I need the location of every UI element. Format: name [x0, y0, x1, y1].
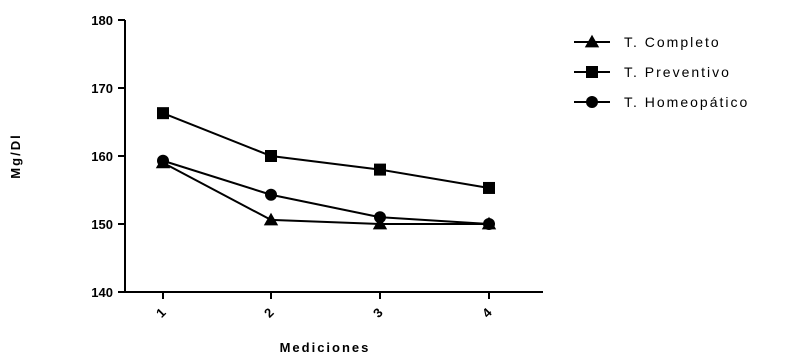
data-point — [157, 154, 169, 167]
series-line — [162, 112, 490, 189]
legend-item: T. Preventivo — [574, 64, 731, 80]
y-axis-ticks: 140 150 160 170 180 — [91, 13, 125, 300]
legend-marker — [586, 96, 598, 108]
data-point — [265, 150, 277, 162]
y-tick-label: 170 — [91, 81, 113, 96]
legend-label: T. Preventivo — [624, 64, 731, 80]
legend-item: T. Homeopático — [574, 94, 749, 110]
series-layer — [155, 107, 497, 230]
legend-marker — [584, 34, 600, 48]
data-point — [263, 212, 279, 226]
series-square — [157, 107, 495, 194]
y-axis-title: Mg/Dl — [8, 133, 23, 178]
y-tick-label: 160 — [91, 149, 113, 164]
x-axis-ticks: 1 2 3 4 — [153, 292, 495, 321]
data-point — [374, 163, 386, 176]
legend-marker — [586, 66, 598, 78]
x-tick-label: 1 — [153, 305, 169, 321]
x-axis-title: Mediciones — [280, 340, 371, 355]
y-tick-label: 150 — [91, 217, 113, 232]
legend: T. Completo T. Preventivo T. Homeopático — [574, 34, 749, 110]
chart-axes — [124, 20, 543, 293]
series-triangle — [155, 155, 497, 230]
data-point — [483, 218, 495, 230]
x-tick-label: 2 — [261, 305, 277, 321]
x-tick-label: 4 — [479, 304, 495, 320]
y-tick-label: 140 — [91, 285, 113, 300]
x-tick-label: 3 — [370, 305, 386, 321]
series-circle — [157, 154, 495, 230]
y-tick-label: 180 — [91, 13, 113, 28]
legend-item: T. Completo — [574, 34, 721, 50]
data-point — [483, 181, 495, 194]
series-line — [162, 161, 489, 225]
data-point — [374, 211, 386, 224]
series-line — [162, 159, 490, 225]
legend-label: T. Completo — [624, 34, 721, 50]
data-point — [265, 188, 277, 201]
data-point — [157, 107, 169, 120]
legend-label: T. Homeopático — [624, 94, 749, 110]
